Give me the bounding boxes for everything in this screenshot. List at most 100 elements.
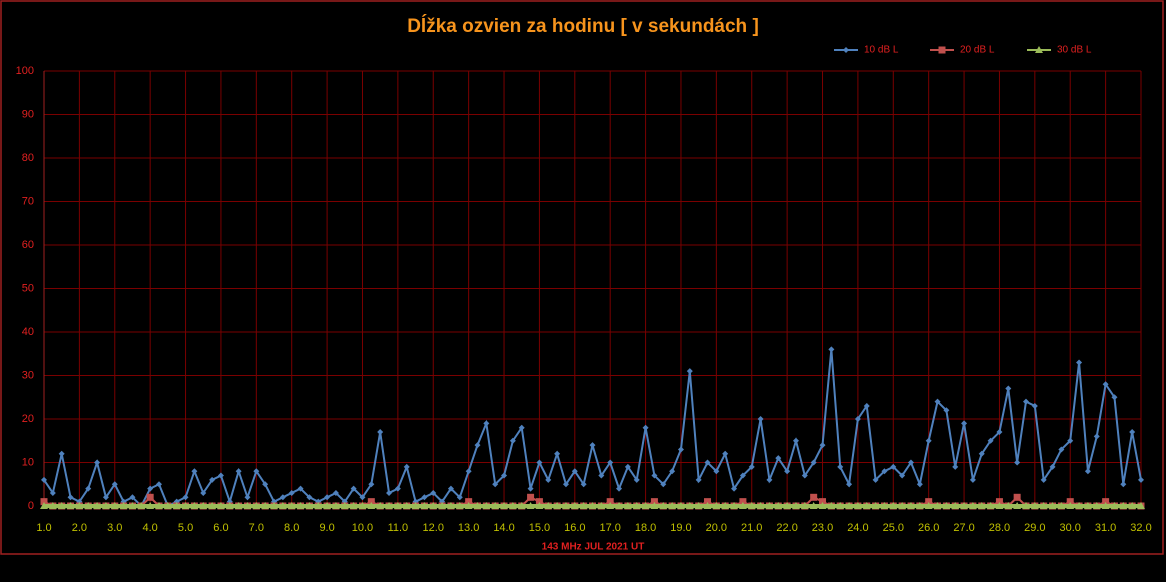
- point: [110, 502, 119, 509]
- point: [208, 502, 217, 509]
- point: [570, 502, 579, 509]
- point: [93, 502, 102, 509]
- point: [588, 502, 597, 509]
- point: [508, 502, 517, 509]
- point: [1101, 502, 1110, 509]
- point: [846, 481, 853, 488]
- point: [509, 437, 516, 444]
- x-tick-label: 20.0: [706, 522, 727, 534]
- point: [535, 498, 543, 506]
- point: [430, 489, 437, 496]
- point: [774, 502, 783, 509]
- x-tick-label: 25.0: [883, 522, 904, 534]
- point: [632, 502, 641, 509]
- point: [262, 481, 269, 488]
- point: [367, 498, 375, 506]
- point: [305, 502, 314, 509]
- x-tick-label: 22.0: [776, 522, 797, 534]
- point: [721, 502, 730, 509]
- point: [296, 502, 305, 509]
- point: [182, 494, 189, 501]
- point: [314, 502, 323, 509]
- point: [1102, 381, 1109, 388]
- point: [278, 502, 287, 509]
- y-tick-label: 60: [22, 239, 34, 251]
- point: [589, 442, 596, 449]
- point: [527, 493, 535, 501]
- point: [906, 502, 915, 509]
- point: [252, 502, 261, 509]
- x-tick-label: 27.0: [953, 522, 974, 534]
- point: [845, 502, 854, 509]
- point: [968, 502, 977, 509]
- point: [137, 502, 146, 509]
- point: [915, 502, 924, 509]
- point: [1076, 359, 1083, 366]
- point: [731, 485, 738, 492]
- x-tick-label: 19.0: [670, 522, 691, 534]
- x-tick-label: 21.0: [741, 522, 762, 534]
- point: [650, 498, 658, 506]
- point: [456, 494, 463, 501]
- point: [446, 502, 455, 509]
- point: [483, 420, 490, 427]
- point: [146, 502, 155, 509]
- point: [969, 476, 976, 483]
- point: [792, 437, 799, 444]
- x-tick-label: 26.0: [918, 522, 939, 534]
- x-tick-label: 30.0: [1060, 522, 1081, 534]
- point: [1066, 502, 1075, 509]
- x-axis-title: 143 MHz JUL 2021 UT: [542, 542, 645, 553]
- point: [607, 459, 614, 466]
- point: [766, 476, 773, 483]
- point: [925, 498, 933, 506]
- point: [287, 502, 296, 509]
- point: [1093, 433, 1100, 440]
- point: [676, 502, 685, 509]
- point: [163, 502, 172, 509]
- point: [934, 398, 941, 405]
- point: [668, 502, 677, 509]
- point: [190, 502, 199, 509]
- x-tick-label: 6.0: [213, 522, 228, 534]
- point: [739, 498, 747, 506]
- point: [288, 489, 295, 496]
- point: [606, 502, 615, 509]
- point: [907, 459, 914, 466]
- point: [703, 502, 712, 509]
- point: [156, 481, 163, 488]
- point: [1022, 398, 1029, 405]
- point: [447, 485, 454, 492]
- point: [686, 368, 693, 375]
- point: [995, 498, 1003, 506]
- point: [544, 502, 553, 509]
- point: [225, 502, 234, 509]
- point: [473, 502, 482, 509]
- point: [1120, 481, 1127, 488]
- point: [615, 502, 624, 509]
- point: [1049, 463, 1056, 470]
- point: [1014, 459, 1021, 466]
- y-tick-label: 80: [22, 152, 34, 164]
- legend-label: 20 dB L: [960, 45, 995, 56]
- point: [359, 494, 366, 501]
- point: [340, 502, 349, 509]
- point: [938, 46, 946, 54]
- point: [952, 463, 959, 470]
- point: [261, 502, 270, 509]
- point: [1057, 502, 1066, 509]
- point: [554, 450, 561, 457]
- x-tick-label: 1.0: [36, 522, 51, 534]
- y-tick-label: 70: [22, 195, 34, 207]
- point: [660, 481, 667, 488]
- point: [1102, 498, 1110, 506]
- point: [561, 502, 570, 509]
- point: [756, 502, 765, 509]
- point: [694, 502, 703, 509]
- point: [1111, 394, 1118, 401]
- point: [491, 502, 500, 509]
- point: [961, 420, 968, 427]
- point: [41, 476, 47, 483]
- point: [819, 498, 827, 506]
